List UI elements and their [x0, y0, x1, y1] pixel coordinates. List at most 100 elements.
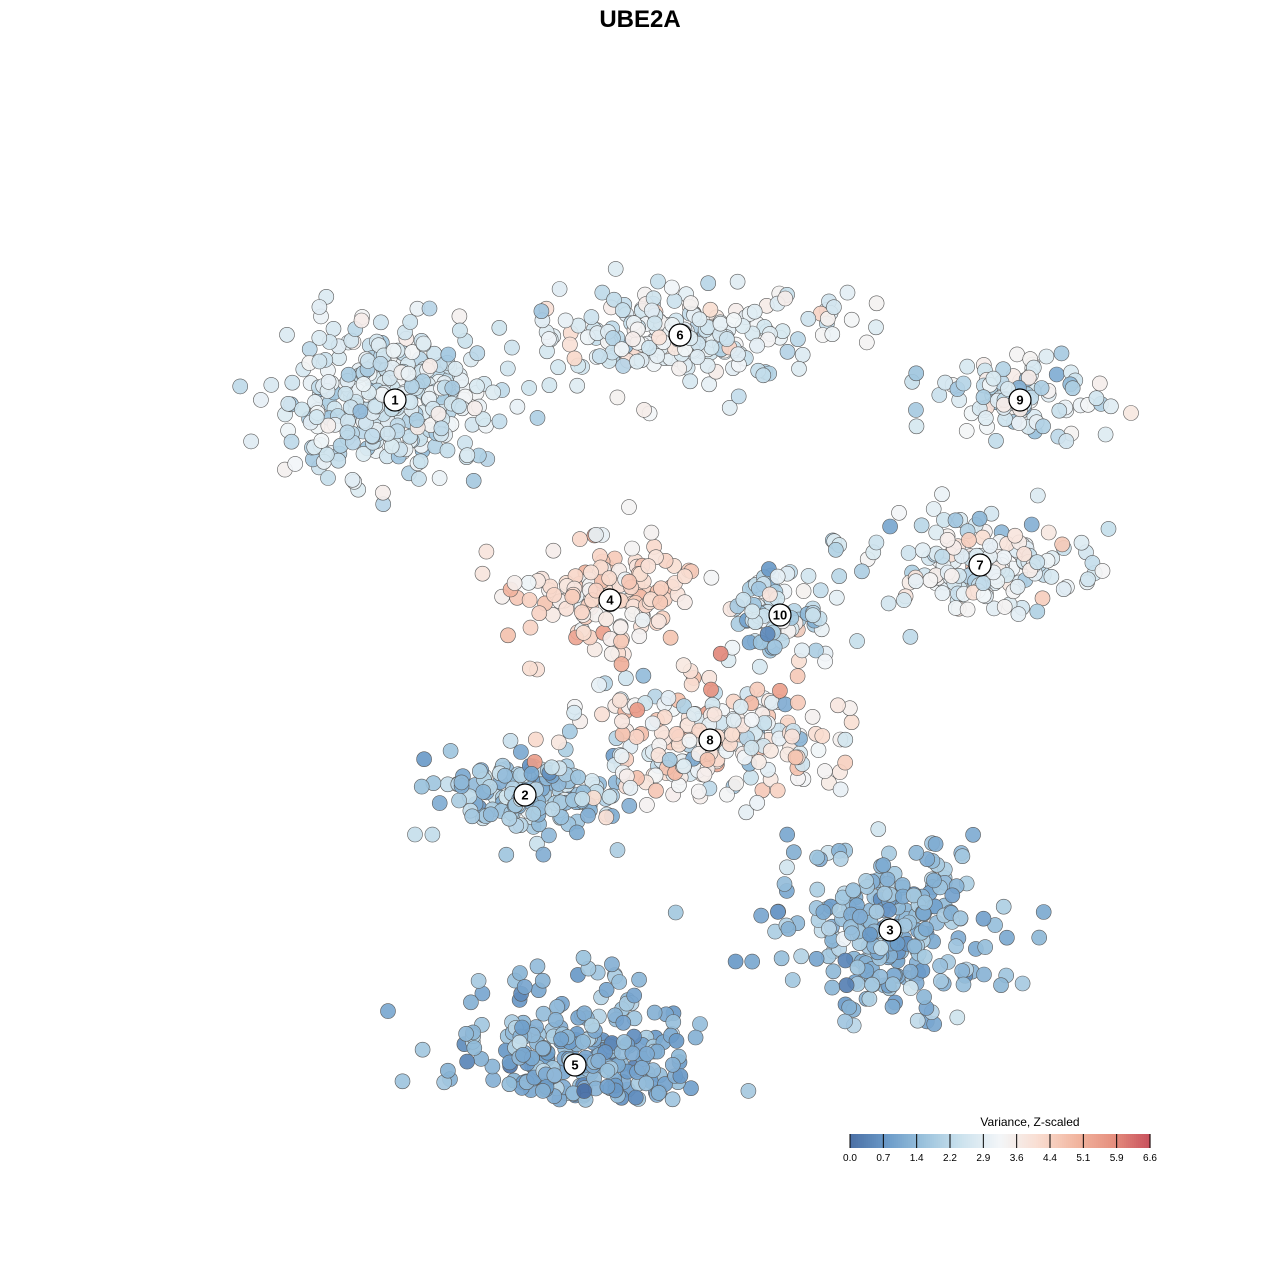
legend-color-segment [1008, 1134, 1011, 1148]
data-point [607, 261, 624, 277]
legend-color-segment [874, 1134, 877, 1148]
data-point [440, 346, 457, 363]
legend-color-segment [876, 1134, 879, 1148]
legend-color-segment [1030, 1134, 1033, 1148]
legend-color-segment [1024, 1134, 1027, 1148]
data-point [864, 976, 880, 993]
legend-color-segment [1078, 1134, 1081, 1148]
data-point [355, 376, 372, 392]
data-point [464, 808, 481, 825]
data-point [682, 295, 699, 312]
data-point [648, 782, 664, 799]
legend-tick-label: 5.1 [1076, 1153, 1090, 1164]
data-point [687, 1029, 704, 1046]
legend-tick-label: 3.6 [1010, 1153, 1024, 1164]
data-point [1034, 590, 1051, 607]
legend-color-segment [958, 1134, 961, 1148]
data-point [618, 670, 634, 687]
data-point [686, 706, 702, 722]
cluster-label-3: 3 [878, 918, 902, 942]
legend-color-segment [1006, 1134, 1009, 1148]
legend-color-segment [940, 1134, 943, 1148]
data-point [469, 345, 486, 362]
chart-title: UBE2A [599, 6, 680, 33]
data-point [1123, 405, 1139, 421]
data-point [776, 876, 793, 892]
legend-color-segment [886, 1134, 889, 1148]
cluster-label-badge [1008, 388, 1032, 412]
legend-color-segment [994, 1134, 997, 1148]
data-point [672, 1068, 689, 1084]
data-point [625, 331, 641, 348]
data-point [1055, 581, 1072, 598]
legend-color-segment [914, 1134, 917, 1148]
legend-color-segment [924, 1134, 927, 1148]
data-point [646, 1004, 663, 1021]
legend-color-segment [854, 1134, 857, 1148]
data-point [500, 627, 516, 644]
data-point [337, 385, 354, 402]
data-point [515, 1047, 531, 1063]
data-point [451, 308, 468, 325]
legend-color-segment [1018, 1134, 1021, 1148]
legend-color-segment [1114, 1134, 1117, 1148]
data-point [458, 1026, 474, 1042]
legend-color-segment [920, 1134, 923, 1148]
legend-color-segment [868, 1134, 871, 1148]
data-point [809, 849, 825, 866]
data-point [738, 804, 755, 821]
legend-tick-label: 4.4 [1043, 1153, 1057, 1164]
data-point [830, 697, 846, 714]
legend-color-segment [950, 1134, 953, 1148]
data-point [451, 792, 467, 809]
data-point [570, 769, 586, 786]
data-point [828, 589, 845, 606]
data-point [749, 681, 766, 698]
legend-color-segment [1080, 1134, 1083, 1148]
data-point [706, 706, 723, 723]
data-point [412, 453, 429, 470]
legend-color-segment [976, 1134, 979, 1148]
legend-color-segment [1068, 1134, 1071, 1148]
data-point [676, 758, 692, 775]
data-point [416, 751, 432, 768]
data-point [954, 963, 971, 979]
cluster-label-8: 8 [698, 728, 722, 752]
data-point [939, 531, 956, 548]
data-point [838, 977, 855, 994]
legend-color-segment [910, 1134, 913, 1148]
data-point [735, 591, 752, 608]
data-point [407, 826, 423, 843]
data-point [465, 472, 482, 489]
data-point [320, 470, 336, 486]
data-point [794, 346, 811, 363]
data-point [780, 921, 797, 937]
legend-color-segment [1094, 1134, 1097, 1148]
legend-color-segment [980, 1134, 983, 1148]
data-point [594, 706, 610, 723]
cluster-label-badge [698, 728, 722, 752]
legend-color-segment [912, 1134, 915, 1148]
data-point [719, 331, 735, 347]
data-point [605, 330, 621, 346]
data-point [837, 754, 854, 771]
legend-color-segment [1076, 1134, 1079, 1148]
cluster-label-text: 3 [886, 923, 893, 938]
data-point [837, 952, 854, 969]
data-point [703, 681, 719, 698]
data-point [453, 774, 470, 791]
data-point [837, 1013, 853, 1030]
data-point [566, 350, 583, 367]
data-point [599, 1063, 616, 1079]
points-layer [232, 261, 1139, 1108]
data-point [631, 628, 648, 645]
color-legend: Variance, Z-scaled 0.0 0.7 1.4 2.2 2.9 3.6 4.4… [843, 1115, 1157, 1164]
data-point [501, 1076, 518, 1092]
data-point [1030, 487, 1046, 504]
cluster-label-text: 9 [1016, 393, 1023, 408]
data-point [995, 898, 1012, 915]
legend-color-segment [906, 1134, 909, 1148]
data-point [779, 826, 796, 843]
legend-color-segment [1106, 1134, 1109, 1148]
cluster-label-badge [563, 1053, 587, 1077]
